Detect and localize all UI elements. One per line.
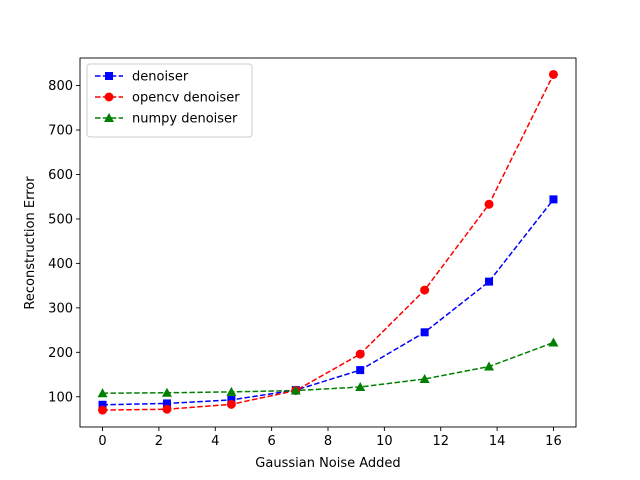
legend: denoiser opencv denoiser numpy denoiser <box>86 63 253 138</box>
data-point <box>549 195 558 204</box>
legend-entry: denoiser <box>95 70 189 85</box>
x-tick-label: 14 <box>489 434 506 449</box>
data-point <box>355 349 365 359</box>
y-tick-label: 100 <box>48 390 73 405</box>
series-line <box>102 74 555 411</box>
series-line <box>102 341 554 394</box>
y-tick-label: 700 <box>48 124 73 139</box>
data-point <box>548 69 558 79</box>
data-point <box>419 373 430 383</box>
data-point <box>161 387 172 397</box>
legend-marker <box>104 92 114 102</box>
legend-marker <box>104 113 114 122</box>
data-point <box>484 361 495 371</box>
series-line <box>102 198 555 406</box>
data-point <box>485 277 494 286</box>
data-point <box>484 199 494 209</box>
y-tick-label: 400 <box>48 257 73 272</box>
data-point <box>290 385 301 395</box>
x-tick-label: 4 <box>211 434 219 449</box>
y-axis-label: Reconstruction Error <box>23 176 38 310</box>
data-point <box>355 381 366 391</box>
data-point <box>226 386 237 396</box>
data-point <box>226 399 236 409</box>
x-tick-label: 10 <box>376 434 393 449</box>
data-point <box>98 405 108 415</box>
x-tick-label: 6 <box>267 434 275 449</box>
data-point <box>356 366 365 375</box>
data-point <box>98 400 107 409</box>
data-point <box>420 328 429 337</box>
data-point <box>162 404 172 414</box>
legend-marker <box>105 72 113 80</box>
y-tick-label: 300 <box>48 301 73 316</box>
legend-label: opencv denoiser <box>132 91 240 106</box>
data-point <box>548 337 559 347</box>
legend-box <box>86 63 253 138</box>
legend-label: denoiser <box>132 70 189 85</box>
legend-entry: opencv denoiser <box>95 91 240 106</box>
plot-area: 0 2 4 6 8 10 12 14 16 100 200 300 400 500 600 700 800 <box>48 57 577 449</box>
x-tick-label: 12 <box>432 434 449 449</box>
x-axis-label: Gaussian Noise Added <box>255 456 400 471</box>
data-point <box>420 285 430 295</box>
data-point <box>97 388 108 398</box>
legend-label: numpy denoiser <box>132 112 238 127</box>
x-tick-label: 0 <box>98 434 106 449</box>
series-2 <box>97 337 559 398</box>
legend-entry: numpy denoiser <box>95 112 238 127</box>
y-tick-label: 800 <box>48 79 73 94</box>
x-tick-label: 2 <box>155 434 163 449</box>
x-tick-label: 16 <box>545 434 562 449</box>
y-tick-label: 600 <box>48 168 73 183</box>
y-tick-label: 200 <box>48 346 73 361</box>
data-point <box>162 399 171 408</box>
y-tick-label: 500 <box>48 212 73 227</box>
x-tick-label: 8 <box>324 434 332 449</box>
